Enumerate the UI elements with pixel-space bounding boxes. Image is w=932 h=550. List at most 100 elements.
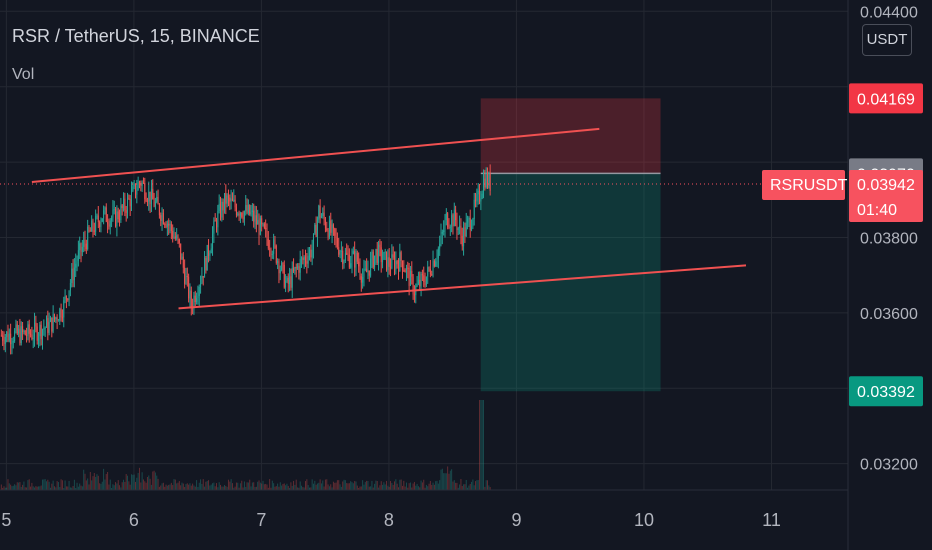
volume-bar xyxy=(378,487,380,490)
volume-bar xyxy=(3,486,5,490)
take-profit-zone[interactable] xyxy=(480,173,661,392)
candle-body xyxy=(479,190,481,202)
price-tick-label: 0.04400 xyxy=(860,4,918,21)
volume-bar xyxy=(197,486,199,490)
candle-body xyxy=(370,258,372,276)
volume-bar xyxy=(383,482,385,490)
volume-bar xyxy=(196,480,198,490)
candle-body xyxy=(320,216,322,218)
candle-body xyxy=(149,191,151,205)
candle-body xyxy=(111,217,113,221)
volume-bar xyxy=(310,487,312,490)
volume-bar xyxy=(251,482,253,490)
volume-bar xyxy=(202,479,204,490)
candle-body xyxy=(324,219,326,229)
candle-body xyxy=(449,226,451,228)
volume-bar xyxy=(384,484,386,490)
lower-channel-trendline[interactable] xyxy=(178,264,747,310)
candle-body xyxy=(57,320,59,322)
candle-body xyxy=(129,198,131,207)
time-axis: 5 6 7 8 9 10 11 xyxy=(1,510,780,530)
candle-body xyxy=(107,221,109,225)
candle-body xyxy=(436,258,438,262)
volume-bar xyxy=(328,486,330,490)
volume-bar xyxy=(47,479,49,490)
candle-body xyxy=(484,178,486,188)
volume-label[interactable]: Vol xyxy=(12,66,35,83)
candle-body xyxy=(310,249,312,258)
volume-bar xyxy=(210,484,212,490)
volume-bar xyxy=(340,486,342,490)
volume-bar xyxy=(38,486,40,490)
candle-body xyxy=(14,331,16,342)
volume-bar xyxy=(101,481,103,490)
candle-body xyxy=(7,331,9,341)
volume-bar xyxy=(198,482,200,490)
volume-bar xyxy=(282,483,284,490)
volume-bar xyxy=(157,478,159,490)
candle-body xyxy=(24,330,26,335)
candle-body xyxy=(363,268,365,278)
grid-lines xyxy=(0,0,848,490)
volume-bar xyxy=(435,481,437,490)
volume-bar xyxy=(316,483,318,490)
candle-body xyxy=(208,245,210,256)
candle-body xyxy=(486,173,488,186)
volume-bar xyxy=(204,486,206,490)
volume-bar xyxy=(352,483,354,490)
volume-bar xyxy=(221,486,223,490)
candle-body xyxy=(428,267,430,269)
candle-body xyxy=(468,218,470,220)
candle-body xyxy=(275,245,277,263)
volume-bar xyxy=(311,479,313,490)
candle-body xyxy=(332,224,334,229)
upper-channel-trendline[interactable] xyxy=(31,127,600,184)
volume-bar xyxy=(375,480,377,490)
volume-bar xyxy=(170,482,172,490)
candle-body xyxy=(286,277,288,281)
volume-bar xyxy=(463,484,465,490)
volume-bar xyxy=(401,485,403,490)
candle-body xyxy=(124,198,126,211)
candle-body xyxy=(43,328,45,330)
volume-bar xyxy=(447,466,449,490)
stop-loss-zone[interactable] xyxy=(480,98,661,174)
volume-bar xyxy=(346,483,348,490)
candle-body xyxy=(378,244,380,263)
volume-bar xyxy=(45,481,47,490)
volume-bar xyxy=(249,479,251,490)
volume-bar xyxy=(485,480,487,490)
volume-bar xyxy=(339,484,341,490)
currency-button[interactable]: USDT xyxy=(862,24,912,56)
volume-bar xyxy=(125,474,127,490)
candle-body xyxy=(120,205,122,221)
volume-bar xyxy=(63,487,65,490)
candle-body xyxy=(47,318,49,333)
volume-bar xyxy=(124,481,126,490)
volume-bar xyxy=(444,473,446,490)
volume-bar xyxy=(44,479,46,490)
volume-bar xyxy=(67,486,69,490)
candle-body xyxy=(465,222,467,237)
volume-bar xyxy=(390,481,392,490)
candle-body xyxy=(229,197,231,202)
candle-body xyxy=(364,268,366,270)
volume-bar xyxy=(2,487,4,490)
candle-body xyxy=(10,333,12,345)
candle-body xyxy=(429,268,431,275)
candle-body xyxy=(282,263,284,265)
candle-body xyxy=(328,220,330,238)
candle-body xyxy=(116,211,118,227)
price-tick-label: 0.03200 xyxy=(860,457,918,474)
candle-body xyxy=(204,257,206,278)
volume-bar xyxy=(254,487,256,490)
volume-bar xyxy=(242,487,244,490)
volume-bar xyxy=(359,486,361,490)
volume-bar xyxy=(103,468,105,490)
candle-body xyxy=(417,279,419,284)
candle-body xyxy=(251,210,253,212)
candle-body xyxy=(160,215,162,221)
volume-bar xyxy=(394,481,396,490)
symbol-title[interactable]: RSR / TetherUS, 15, BINANCE xyxy=(12,26,260,46)
